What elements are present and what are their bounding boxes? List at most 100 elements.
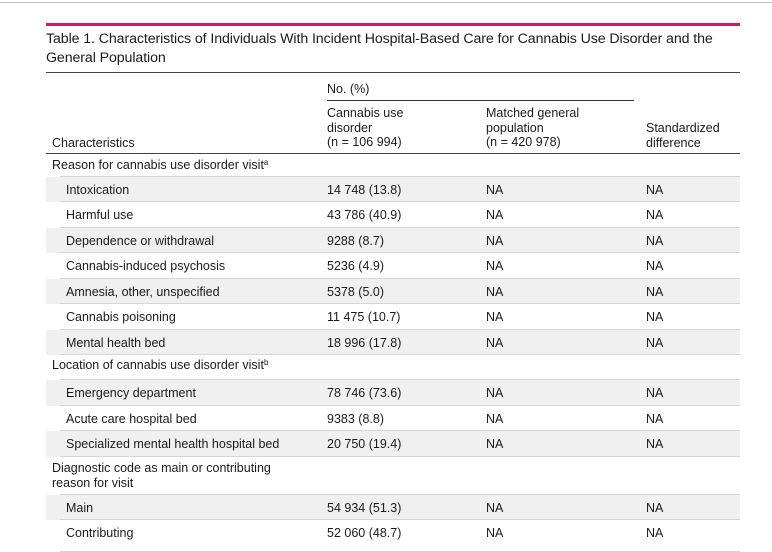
row-label: Contributing <box>66 526 134 540</box>
cannabis-value: 54 934 (51.3) <box>327 501 402 515</box>
table-row: Specialized mental health hospital bed 20… <box>46 431 740 457</box>
column-header-line: Standardized <box>646 121 720 135</box>
column-header-line: (n = 106 994) <box>327 135 402 149</box>
row-divider <box>60 494 740 495</box>
general-population-value: NA <box>486 412 504 426</box>
top-divider <box>0 2 772 3</box>
standardized-difference-value: NA <box>646 386 664 400</box>
table-row: Contributing 52 060 (48.7) NA NA <box>46 520 740 552</box>
row-divider <box>60 278 740 279</box>
cannabis-value: 78 746 (73.6) <box>327 386 402 400</box>
section-label-text: Diagnostic code as main or contributing … <box>52 461 271 490</box>
row-label: Cannabis poisoning <box>66 310 176 324</box>
row-label: Emergency department <box>66 386 196 400</box>
row-label: Acute care hospital bed <box>66 412 197 426</box>
section-header-row: Diagnostic code as main or contributing … <box>46 457 740 495</box>
header-divider <box>46 153 740 154</box>
column-header-line: disorder <box>327 120 373 135</box>
table-row: Harmful use 43 786 (40.9) NA NA <box>46 202 740 228</box>
row-divider <box>60 303 740 304</box>
section-header-row: Reason for cannabis use disorder visita <box>46 155 740 177</box>
standardized-difference-value: NA <box>646 183 664 197</box>
table-title: Table 1. Characteristics of Individuals … <box>46 31 713 66</box>
section-label: Location of cannabis use disorder visitb <box>52 358 268 373</box>
row-divider <box>60 227 740 228</box>
standardized-difference-value: NA <box>646 526 664 540</box>
cannabis-value: 52 060 (48.7) <box>327 526 402 540</box>
column-header-line: Matched general <box>486 106 580 120</box>
standardized-difference-value: NA <box>646 412 664 426</box>
section-label: Diagnostic code as main or contributing … <box>52 461 302 491</box>
row-divider <box>60 354 740 355</box>
standardized-difference-value: NA <box>646 234 664 248</box>
standardized-difference-value: NA <box>646 336 664 350</box>
standardized-difference-value: NA <box>646 310 664 324</box>
row-divider <box>60 430 740 431</box>
table-row: Cannabis-induced psychosis 5236 (4.9) NA NA <box>46 253 740 279</box>
row-divider <box>60 201 740 202</box>
footnote-marker: b <box>263 358 269 367</box>
cannabis-value: 5378 (5.0) <box>327 285 384 299</box>
general-population-value: NA <box>486 183 504 197</box>
general-population-value: NA <box>486 208 504 222</box>
row-divider <box>60 456 740 457</box>
column-header-line: population <box>486 120 544 135</box>
section-header-row: Location of cannabis use disorder visitb <box>46 355 740 380</box>
table-row: Dependence or withdrawal 9288 (8.7) NA NA <box>46 228 740 253</box>
table-row: Mental health bed 18 996 (17.8) NA NA <box>46 330 740 355</box>
general-population-value: NA <box>486 526 504 540</box>
table-accent-rule <box>46 23 740 26</box>
row-divider <box>60 519 740 520</box>
section-label-text: Location of cannabis use disorder visit <box>52 358 264 372</box>
row-divider <box>60 379 740 380</box>
general-population-value: NA <box>486 234 504 248</box>
row-divider <box>60 329 740 330</box>
general-population-value: NA <box>486 336 504 350</box>
table-row: Cannabis poisoning 11 475 (10.7) NA NA <box>46 304 740 330</box>
column-header-line: difference <box>646 135 701 150</box>
table-row: Amnesia, other, unspecified 5378 (5.0) NA N… <box>46 279 740 304</box>
column-header-cannabis: Cannabis use disorder (n = 106 994) <box>327 106 477 150</box>
standardized-difference-value: NA <box>646 501 664 515</box>
standardized-difference-value: NA <box>646 285 664 299</box>
section-label: Reason for cannabis use disorder visita <box>52 158 268 173</box>
row-label: Specialized mental health hospital bed <box>66 437 280 451</box>
standardized-difference-value: NA <box>646 259 664 273</box>
cannabis-value: 5236 (4.9) <box>327 259 384 273</box>
footnote-marker: a <box>263 158 269 167</box>
row-label: Amnesia, other, unspecified <box>66 285 220 299</box>
column-header-characteristics: Characteristics <box>52 136 135 150</box>
row-label: Main <box>66 501 94 515</box>
row-label: Intoxication <box>66 183 130 197</box>
title-divider <box>46 72 740 73</box>
row-label: Cannabis-induced psychosis <box>66 259 226 273</box>
standardized-difference-value: NA <box>646 437 664 451</box>
table-row: Emergency department 78 746 (73.6) NA NA <box>46 380 740 406</box>
general-population-value: NA <box>486 501 504 515</box>
column-header-standardized-difference: Standardized difference <box>646 121 746 150</box>
standardized-difference-value: NA <box>646 208 664 222</box>
table-row: Intoxication 14 748 (13.8) NA NA <box>46 177 740 202</box>
section-label-text: Reason for cannabis use disorder visit <box>52 158 264 172</box>
row-label: Mental health bed <box>66 336 166 350</box>
general-population-value: NA <box>486 386 504 400</box>
group-header-underline <box>327 100 634 101</box>
cannabis-value: 11 475 (10.7) <box>327 310 401 324</box>
table-row: Main 54 934 (51.3) NA NA <box>46 495 740 520</box>
general-population-value: NA <box>486 259 504 273</box>
row-divider <box>60 405 740 406</box>
column-header-general-population: Matched general population (n = 420 978) <box>486 106 626 150</box>
row-label: Harmful use <box>66 208 134 222</box>
table-row: Acute care hospital bed 9383 (8.8) NA NA <box>46 406 740 431</box>
cannabis-value: 9383 (8.8) <box>327 412 384 426</box>
row-divider <box>60 176 740 177</box>
column-header-line: Cannabis use <box>327 106 404 120</box>
cannabis-value: 14 748 (13.8) <box>327 183 402 197</box>
cannabis-value: 18 996 (17.8) <box>327 336 402 350</box>
general-population-value: NA <box>486 437 504 451</box>
row-label: Dependence or withdrawal <box>66 234 215 248</box>
general-population-value: NA <box>486 285 504 299</box>
cannabis-value: 9288 (8.7) <box>327 234 384 248</box>
column-header-line: (n = 420 978) <box>486 135 561 149</box>
group-header: No. (%) <box>327 82 370 96</box>
